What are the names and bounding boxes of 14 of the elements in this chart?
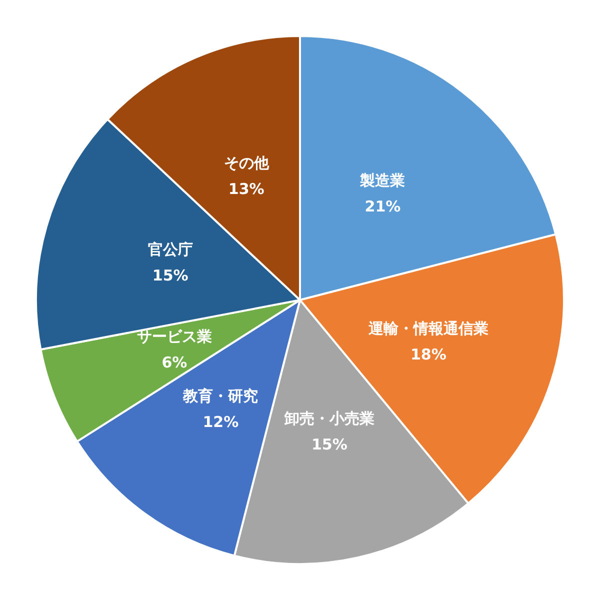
slice-label: サービス業 xyxy=(136,328,212,346)
slice-label: 教育・研究 xyxy=(182,387,258,406)
data-label: 15% xyxy=(152,266,188,284)
data-label: 21% xyxy=(364,197,401,216)
data-label: 6% xyxy=(162,354,188,372)
slice-label: その他 xyxy=(224,154,270,172)
slice-label: 卸売・小売業 xyxy=(283,410,374,428)
data-label: 13% xyxy=(228,180,264,198)
slice-label: 製造業 xyxy=(359,171,406,190)
slice-label: 官公庁 xyxy=(148,240,193,258)
data-label: 18% xyxy=(410,346,446,364)
data-label: 15% xyxy=(311,436,348,454)
data-label: 12% xyxy=(202,413,239,432)
slice-label: 運輸・情報通信業 xyxy=(367,320,488,338)
